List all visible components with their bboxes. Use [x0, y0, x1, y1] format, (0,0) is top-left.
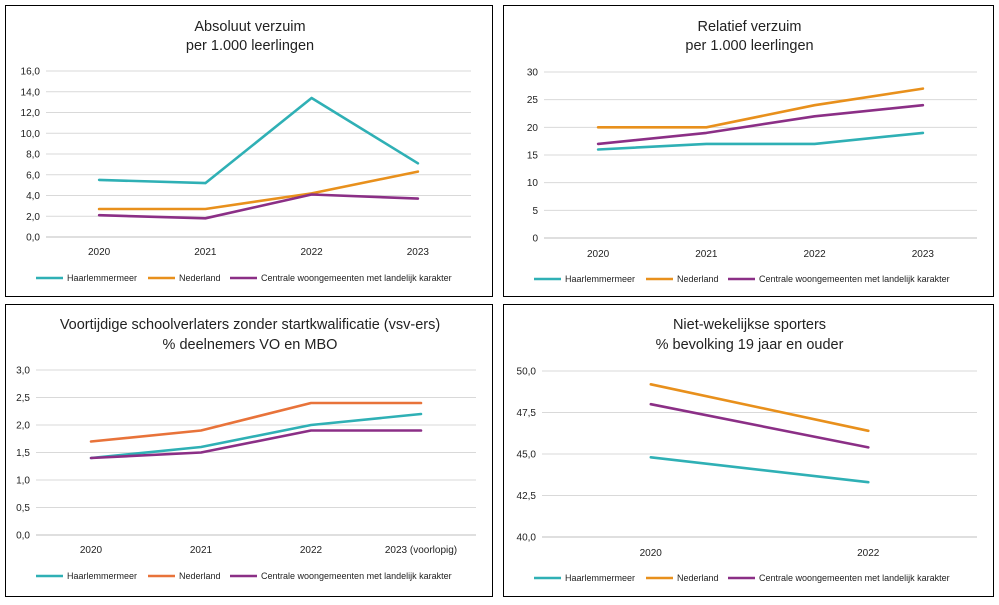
y-tick-label: 20 — [527, 123, 539, 134]
y-tick-label: 0,0 — [16, 531, 30, 542]
legend-entry: Nederland — [179, 273, 221, 283]
chart-title: Niet-wekelijkse sporters — [673, 317, 826, 333]
x-tick-label: 2020 — [640, 548, 663, 559]
chart-subtitle: % bevolking 19 jaar en ouder — [656, 337, 844, 353]
series-line — [89, 401, 423, 443]
x-tick-label: 2020 — [88, 247, 111, 258]
chart-subtitle: per 1.000 leerlingen — [685, 38, 813, 54]
y-tick-label: 25 — [527, 95, 539, 106]
chart-svg: Relatief verzuim per 1.000 leerlingen 0 5 10… — [527, 19, 977, 284]
series-line — [97, 170, 420, 211]
y-tick-label: 47,5 — [517, 408, 537, 419]
legend-entry: Nederland — [677, 274, 719, 284]
y-tick-label: 4,0 — [26, 191, 40, 202]
series-line — [89, 412, 423, 460]
x-tick-label: 2021 — [194, 247, 217, 258]
chart-svg: Absoluut verzuim per 1.000 leerlingen 0,0 2… — [21, 19, 471, 283]
chart-title: Voortijdige schoolverlaters zonder start… — [60, 317, 440, 333]
legend-entry: Haarlemmermeer — [67, 571, 137, 581]
x-tick-label: 2021 — [190, 545, 213, 556]
legend-entry: Centrale woongemeenten met landelijk kar… — [759, 573, 950, 583]
legend-entry: Haarlemmermeer — [565, 573, 635, 583]
series-line — [97, 96, 420, 185]
chart-title: Relatief verzuim — [698, 19, 802, 35]
chart-svg: Niet-wekelijkse sporters % bevolking 19 j… — [517, 317, 977, 583]
series-line — [97, 193, 420, 220]
chart-subtitle: per 1.000 leerlingen — [186, 38, 314, 54]
legend-entry: Nederland — [677, 573, 719, 583]
y-tick-label: 30 — [527, 68, 539, 79]
y-tick-label: 12,0 — [21, 108, 41, 119]
x-tick-label: 2022 — [857, 548, 880, 559]
y-tick-label: 2,0 — [26, 212, 40, 223]
series-line — [596, 103, 925, 146]
y-tick-label: 42,5 — [517, 491, 537, 502]
series-line — [649, 383, 870, 433]
y-tick-label: 15 — [527, 151, 539, 162]
y-tick-label: 16,0 — [21, 67, 41, 78]
x-tick-label: 2023 — [912, 249, 935, 260]
legend-entry: Haarlemmermeer — [565, 274, 635, 284]
legend-entry: Nederland — [179, 571, 221, 581]
chart-relatief-verzuim: Relatief verzuim per 1.000 leerlingen 0 5 10… — [503, 5, 994, 297]
y-tick-label: 0 — [532, 234, 538, 245]
chart-absoluut-verzuim: Absoluut verzuim per 1.000 leerlingen 0,0 2… — [5, 5, 493, 297]
chart-subtitle: % deelnemers VO en MBO — [163, 337, 338, 353]
chart-niet-wekelijkse-sporters: Niet-wekelijkse sporters % bevolking 19 j… — [503, 304, 994, 597]
y-tick-label: 1,0 — [16, 476, 30, 487]
x-tick-label: 2022 — [804, 249, 827, 260]
y-tick-label: 6,0 — [26, 170, 40, 181]
y-tick-label: 10 — [527, 178, 539, 189]
x-tick-label: 2020 — [587, 249, 610, 260]
series-line — [649, 402, 870, 449]
chart-vsv-ers: Voortijdige schoolverlaters zonder start… — [5, 304, 493, 597]
x-tick-label: 2023 — [407, 247, 430, 258]
y-tick-label: 0,0 — [26, 233, 40, 244]
y-tick-label: 45,0 — [517, 450, 537, 461]
y-tick-label: 5 — [532, 206, 538, 217]
legend-entry: Centrale woongemeenten met landelijk kar… — [261, 273, 452, 283]
series-line — [649, 456, 870, 484]
chart-title: Absoluut verzuim — [194, 19, 305, 35]
chart-svg: Voortijdige schoolverlaters zonder start… — [16, 317, 476, 581]
y-tick-label: 50,0 — [517, 367, 537, 378]
legend-entry: Centrale woongemeenten met landelijk kar… — [759, 274, 950, 284]
y-tick-label: 3,0 — [16, 366, 30, 377]
y-tick-label: 8,0 — [26, 150, 40, 161]
x-tick-label: 2023 (voorlopig) — [385, 545, 457, 556]
series-line — [596, 131, 925, 151]
x-tick-label: 2022 — [301, 247, 324, 258]
legend-entry: Haarlemmermeer — [67, 273, 137, 283]
x-tick-label: 2022 — [300, 545, 323, 556]
y-tick-label: 40,0 — [517, 533, 537, 544]
y-tick-label: 2,0 — [16, 421, 30, 432]
y-tick-label: 1,5 — [16, 448, 30, 459]
series-line — [89, 429, 423, 460]
legend-entry: Centrale woongemeenten met landelijk kar… — [261, 571, 452, 581]
x-tick-label: 2021 — [695, 249, 718, 260]
series-line — [596, 87, 925, 129]
y-tick-label: 14,0 — [21, 87, 41, 98]
x-tick-label: 2020 — [80, 545, 103, 556]
y-tick-label: 2,5 — [16, 393, 30, 404]
y-tick-label: 0,5 — [16, 503, 30, 514]
y-tick-label: 10,0 — [21, 129, 41, 140]
